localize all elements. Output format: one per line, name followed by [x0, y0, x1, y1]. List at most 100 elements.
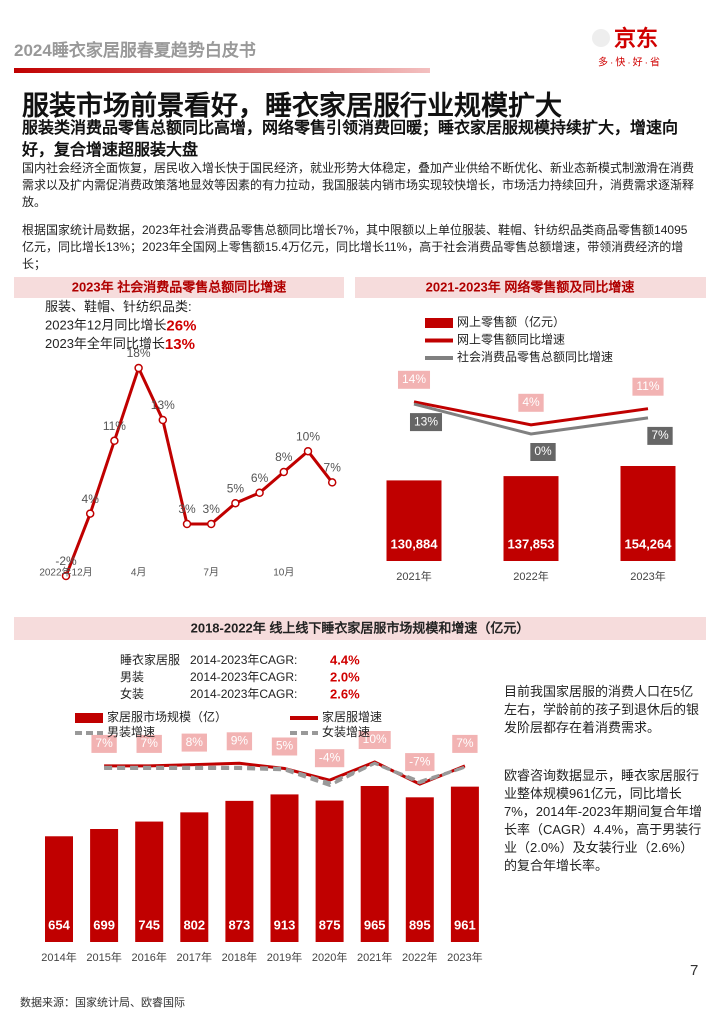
- x-tick-label: 2022年: [402, 950, 437, 964]
- line: [413, 400, 649, 427]
- data-label: -4%: [319, 750, 341, 764]
- data-label: -2%: [55, 554, 77, 568]
- cagr-period: 2014-2023年CAGR:: [190, 687, 297, 701]
- bar: [270, 794, 299, 942]
- label-box: [405, 753, 435, 772]
- legend-label: 网上零售额同比增速: [457, 332, 565, 347]
- panel-header: [355, 277, 706, 298]
- data-label: 137,853: [508, 536, 555, 551]
- label-box: [647, 426, 673, 445]
- legend-label: 家居服增速: [322, 709, 382, 724]
- data-label: 961: [454, 917, 476, 932]
- data-label: 895: [409, 917, 431, 932]
- cagr-period: 2014-2023年CAGR:: [190, 653, 297, 667]
- x-tick-label: 2019年: [267, 950, 302, 964]
- data-label: 654: [48, 917, 70, 932]
- data-label: 3%: [203, 502, 221, 516]
- label-box: [314, 749, 345, 768]
- label-box: [271, 737, 298, 756]
- bar: [386, 480, 442, 561]
- x-tick-label: 2017年: [177, 950, 212, 964]
- data-label: 7%: [651, 428, 669, 442]
- chart-title: 2018-2022年 线上线下睡衣家居服市场规模和增速（亿元）: [191, 620, 530, 635]
- data-label: 13%: [151, 398, 175, 412]
- legend-label: 社会消费品零售总额同比增速: [457, 349, 613, 364]
- bar: [315, 800, 344, 942]
- label-box: [358, 731, 391, 749]
- data-label: 802: [183, 917, 205, 932]
- bar: [180, 812, 209, 942]
- annotation-label: 服装、鞋帽、针纺织品类:: [45, 299, 192, 314]
- sidebar-text: 欧睿咨询数据显示，睡衣家居服行业整体规模961亿元，同比增长7%，2014年-2…: [504, 768, 702, 873]
- logo: 京东: [614, 26, 658, 51]
- data-label: 9%: [231, 733, 249, 747]
- data-label: -7%: [409, 754, 431, 768]
- bar: [405, 797, 434, 942]
- point: [255, 488, 264, 498]
- data-label: 154,264: [625, 536, 673, 551]
- point: [110, 436, 119, 446]
- data-label: 7%: [456, 736, 474, 750]
- cagr-period: 2014-2023年CAGR:: [190, 670, 297, 684]
- x-tick-label: 2021年: [396, 569, 431, 583]
- x-tick-label: 4月: [131, 567, 147, 579]
- panel-header: [14, 617, 706, 640]
- cagr-name: 女装: [120, 686, 144, 701]
- bar: [225, 800, 254, 942]
- point: [327, 478, 337, 487]
- annotation: 服装、鞋帽、针纺织品类:: [45, 299, 192, 314]
- data-label: 965: [364, 917, 386, 932]
- point: [158, 415, 168, 425]
- data-label: 875: [319, 917, 341, 932]
- chart-title: 2021-2023年 网络零售额及同比增速: [426, 279, 635, 294]
- cagr-name: 男装: [120, 670, 144, 684]
- header-title: 2024睡衣家居服春夏趋势白皮书: [14, 41, 256, 60]
- data-label: 8%: [275, 450, 293, 464]
- paragraph: 根据国家统计局数据，2023年社会消费品零售总额同比增长7%，其中限额以上单位服…: [22, 223, 688, 271]
- x-tick-label: 2023年: [447, 950, 482, 964]
- point: [61, 571, 71, 581]
- legend-label: 网上零售额（亿元）: [457, 314, 565, 329]
- chart-title: 2023年 社会消费品零售总额同比增速: [72, 279, 287, 294]
- x-tick-label: 10月: [273, 567, 294, 579]
- data-label: 7%: [141, 736, 159, 750]
- paragraph: 国内社会经济全面恢复，居民收入增长快于国民经济，就业形势大体稳定，叠加产业供给不…: [22, 161, 695, 209]
- annotation-value: 26%: [166, 317, 196, 334]
- data-label: 3%: [178, 502, 196, 516]
- line: [413, 402, 649, 436]
- label-box: [181, 733, 207, 752]
- x-tick-label: 2020年: [312, 950, 347, 964]
- annotation-value: 13%: [165, 336, 195, 353]
- bar: [45, 836, 73, 942]
- data-label: 11%: [103, 419, 126, 433]
- data-label: 5%: [227, 481, 245, 495]
- point: [182, 519, 192, 529]
- point: [134, 363, 143, 373]
- x-tick-label: 2022年: [513, 569, 548, 583]
- data-label: 913: [274, 917, 296, 932]
- data-label: 10%: [363, 732, 387, 746]
- point: [206, 519, 216, 529]
- legend-swatch: [75, 713, 103, 723]
- x-tick-label: 2023年: [630, 569, 665, 583]
- line: [64, 363, 334, 577]
- data-label: 11%: [636, 379, 659, 393]
- cagr-value: 2.0%: [330, 669, 360, 684]
- annotation: 2023年全年同比增长13%: [45, 336, 195, 353]
- data-label: 745: [138, 917, 160, 932]
- x-tick-label: 2021年: [357, 950, 392, 964]
- label-box: [136, 734, 162, 753]
- x-tick-label: 2016年: [131, 950, 166, 964]
- bar: [90, 829, 119, 942]
- bar: [135, 821, 164, 942]
- data-label: 10%: [296, 429, 320, 443]
- data-label: 5%: [276, 739, 294, 753]
- data-label: 873: [229, 917, 251, 932]
- page-number: 7: [690, 962, 699, 979]
- data-label: 8%: [186, 735, 204, 749]
- data-label: 4%: [522, 395, 540, 409]
- legend-label: 女装增速: [322, 724, 370, 739]
- label-box: [452, 734, 478, 753]
- page-title: 服装市场前景看好，睡衣家居服行业规模扩大: [22, 91, 562, 121]
